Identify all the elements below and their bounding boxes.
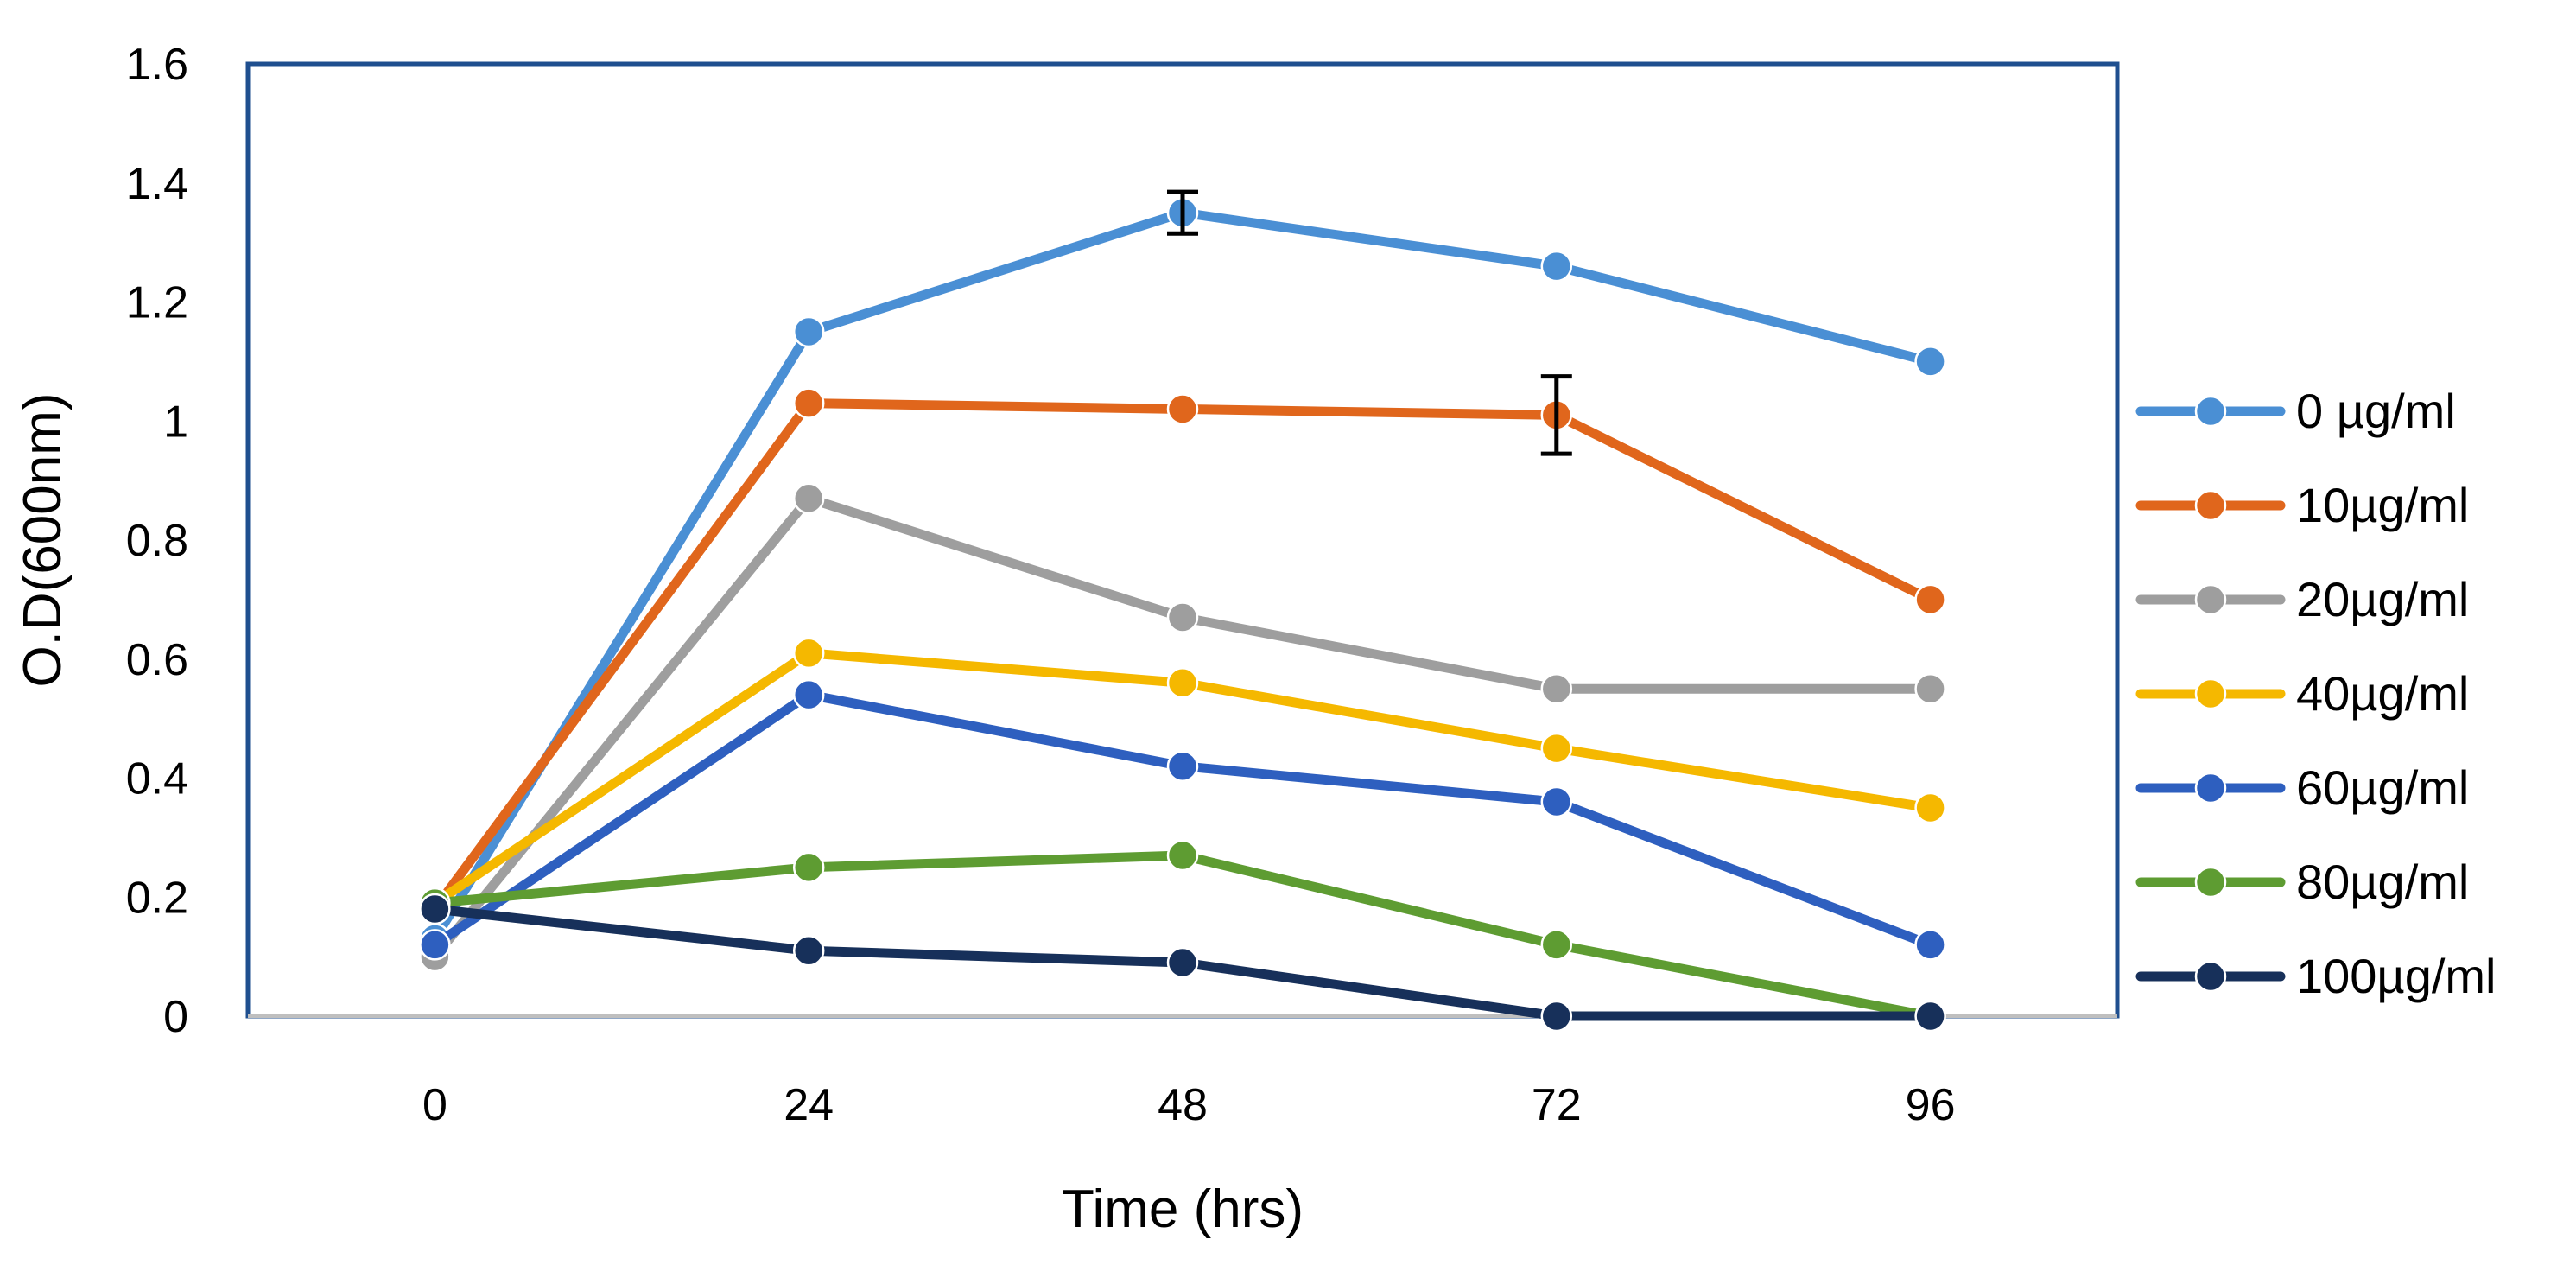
y-tick-label: 1.6 <box>126 40 188 90</box>
series-layer <box>419 189 1946 1033</box>
data-point <box>1914 583 1946 616</box>
x-tick-label: 24 <box>784 1080 834 1130</box>
data-point <box>792 387 825 419</box>
x-tick-label: 0 <box>422 1080 447 1130</box>
series-line <box>429 690 1936 950</box>
legend-label: 10µg/ml <box>2296 478 2469 532</box>
legend-swatch-marker <box>2194 677 2227 710</box>
data-point <box>1540 929 1573 961</box>
x-tick-label: 96 <box>1906 1080 1956 1130</box>
legend-label: 80µg/ml <box>2296 855 2469 909</box>
legend-label: 100µg/ml <box>2296 949 2497 1003</box>
data-point <box>792 315 825 348</box>
legend-swatch-marker <box>2194 583 2227 616</box>
y-tick-label: 0 <box>163 992 188 1042</box>
x-axis-ticks: 0 24 48 72 96 <box>422 1080 1956 1130</box>
series-4 <box>419 678 1946 961</box>
legend-item: 60µg/ml <box>2135 760 2469 815</box>
data-point <box>792 851 825 884</box>
y-tick-label: 1.2 <box>126 278 188 328</box>
series-line <box>429 398 1936 914</box>
legend-item: 100µg/ml <box>2135 949 2497 1003</box>
data-point <box>1914 929 1946 961</box>
y-tick-label: 1 <box>163 397 188 447</box>
data-point <box>419 893 451 925</box>
legend-label: 20µg/ml <box>2296 572 2469 626</box>
data-point <box>419 929 451 961</box>
data-point <box>1914 672 1946 705</box>
series-line <box>429 207 1936 944</box>
x-tick-label: 48 <box>1158 1080 1208 1130</box>
data-point <box>1540 732 1573 765</box>
data-point <box>1914 791 1946 824</box>
y-tick-label: 0.4 <box>126 754 188 804</box>
legend-label: 40µg/ml <box>2296 666 2469 721</box>
legend: 0 µg/ml 10µg/ml 20µg/ml 40µg/ml 60µg/ml 80µg/… <box>2135 384 2497 1003</box>
data-point <box>1914 346 1946 378</box>
legend-swatch-marker <box>2194 489 2227 522</box>
data-point <box>792 934 825 967</box>
legend-item: 40µg/ml <box>2135 666 2469 721</box>
data-point <box>792 678 825 711</box>
legend-swatch-marker <box>2194 866 2227 899</box>
data-point <box>1540 1000 1573 1033</box>
series-6 <box>419 893 1946 1033</box>
data-point <box>1166 667 1199 699</box>
data-point <box>1166 750 1199 782</box>
data-point <box>792 482 825 515</box>
y-axis-ticks: 0 0.2 0.4 0.6 0.8 1 1.2 1.4 1.6 <box>126 40 188 1042</box>
y-tick-label: 0.6 <box>126 635 188 685</box>
legend-item: 80µg/ml <box>2135 855 2469 909</box>
y-tick-label: 0.8 <box>126 516 188 566</box>
data-point <box>792 637 825 670</box>
data-point <box>1540 785 1573 818</box>
legend-label: 0 µg/ml <box>2296 384 2456 438</box>
data-point <box>1166 393 1199 425</box>
data-point <box>1914 1000 1946 1033</box>
data-point <box>1166 601 1199 633</box>
legend-label: 60µg/ml <box>2296 760 2469 815</box>
series-0 <box>419 189 1946 955</box>
data-point <box>1166 839 1199 872</box>
data-point <box>1166 946 1199 979</box>
x-tick-label: 72 <box>1532 1080 1582 1130</box>
y-axis-title: O.D(600nm) <box>13 392 73 687</box>
y-tick-label: 0.2 <box>126 873 188 923</box>
y-tick-label: 1.4 <box>126 159 188 209</box>
legend-item: 0 µg/ml <box>2135 384 2456 438</box>
legend-swatch-marker <box>2194 772 2227 804</box>
data-point <box>1540 250 1573 283</box>
series-2 <box>419 482 1946 973</box>
legend-swatch-marker <box>2194 395 2227 428</box>
data-point <box>1540 672 1573 705</box>
legend-item: 20µg/ml <box>2135 572 2469 626</box>
x-axis-title: Time (hrs) <box>1062 1179 1304 1239</box>
legend-swatch-marker <box>2194 960 2227 993</box>
legend-item: 10µg/ml <box>2135 478 2469 532</box>
